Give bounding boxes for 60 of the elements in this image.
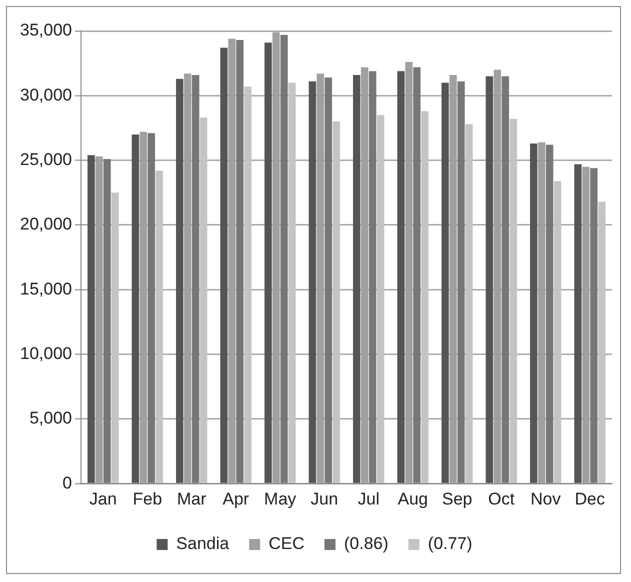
bar [413,67,421,483]
bar [332,122,340,483]
bar [236,40,244,483]
bar [530,144,538,483]
x-tick-label: Jan [89,489,117,508]
bar [288,82,296,483]
x-tick-label: Sep [442,489,472,508]
y-tick-label: 25,000 [20,150,72,169]
bar [510,118,517,483]
x-tick-label: Nov [530,489,562,508]
bar [244,86,252,483]
bar [376,115,384,483]
bar [574,164,582,483]
legend-label: CEC [268,534,305,554]
x-tick-label: Jun [310,489,338,508]
bar [200,118,208,483]
x-tick-label: Dec [574,489,606,508]
bar [442,82,449,483]
bar [368,71,376,483]
bar [546,144,554,483]
y-tick-label: 10,000 [20,344,72,363]
y-tick-label: 15,000 [20,279,72,298]
bar [308,81,316,483]
x-tick-label: Oct [488,489,515,508]
bar [103,159,111,483]
bar [397,71,405,483]
x-tick-label: Feb [132,489,162,508]
x-tick-label: Mar [176,489,207,508]
bar [590,168,598,483]
bar [111,192,119,483]
bar [486,76,494,483]
y-tick-label: 30,000 [20,85,72,104]
bar [220,48,228,483]
bar [132,134,140,483]
bar [148,133,156,483]
legend-label: (0.86) [344,534,388,554]
bar [88,155,95,483]
y-tick-label: 0 [62,473,72,492]
x-tick-label: Apr [222,489,250,508]
bar [176,78,184,483]
bar [280,34,288,483]
bar [264,42,272,483]
bar [421,111,428,483]
bar [502,76,510,483]
y-tick-label: 5,000 [29,408,72,428]
legend-label: (0.77) [428,534,472,554]
x-tick-label: Aug [398,489,428,508]
bar [192,74,200,483]
y-tick-label: 35,000 [20,20,72,40]
bar [598,202,606,483]
bar [554,181,562,483]
bar [324,78,332,483]
bar [457,81,465,483]
legend-label: Sandia [176,534,230,554]
bar [465,124,473,483]
bar [353,74,360,483]
x-tick-label: Jul [358,489,380,508]
y-tick-label: 20,000 [20,214,72,234]
bar [156,170,163,483]
x-tick-label: May [264,489,297,508]
